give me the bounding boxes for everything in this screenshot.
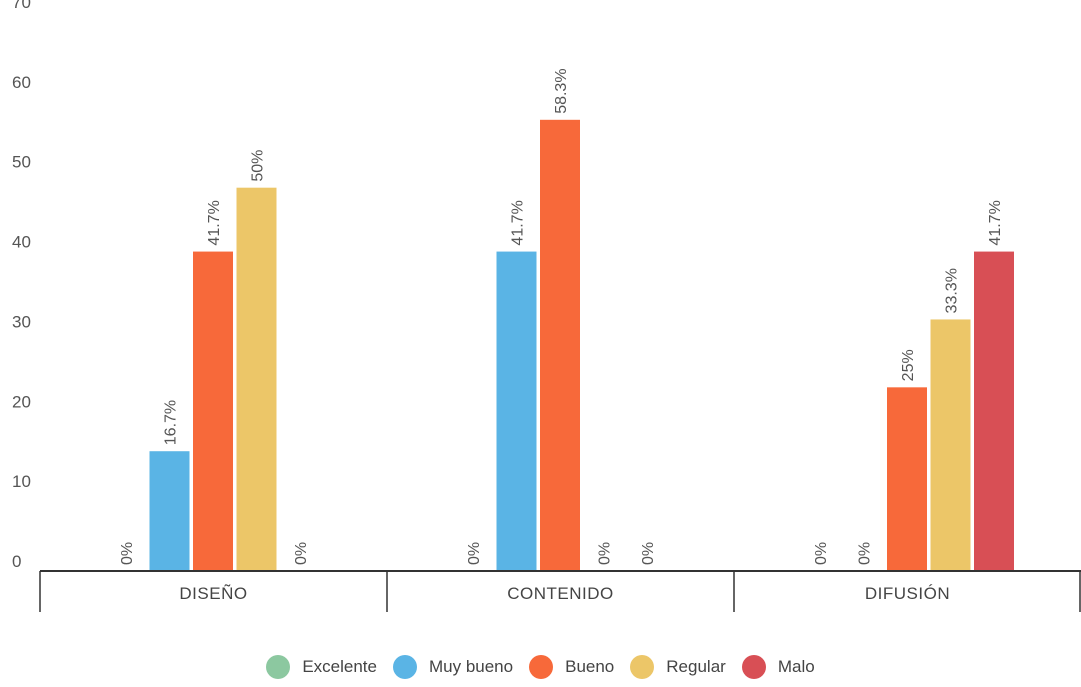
legend-swatch	[741, 655, 766, 679]
bar	[540, 119, 580, 572]
legend-item: Excelente	[266, 655, 377, 679]
bar-chart: 0 10 20 30 40 50 60 70 0% 16.7% 41.7% 50% 0% 0% 41.7%…	[12, 0, 1081, 612]
bar	[193, 251, 233, 572]
legend-item: Malo	[741, 655, 815, 679]
y-tick-label: 60	[12, 73, 31, 92]
bar	[496, 251, 537, 572]
bars	[149, 119, 1014, 572]
legend-item: Muy bueno	[392, 655, 514, 679]
y-axis: 0 10 20 30 40 50 60 70	[12, 0, 31, 571]
legend-label: Bueno	[565, 657, 615, 676]
data-label: 58.3%	[553, 68, 570, 113]
data-label: 0%	[466, 542, 483, 565]
bar	[236, 187, 277, 571]
legend-item: Bueno	[529, 655, 614, 679]
legend-label: Muy bueno	[428, 657, 514, 676]
y-tick-label: 20	[12, 392, 31, 411]
y-tick-label: 50	[12, 153, 31, 172]
data-label: 41.7%	[510, 200, 527, 245]
legend-item: Regular	[630, 655, 726, 679]
legend-label: Excelente	[302, 657, 377, 676]
legend-label: Malo	[777, 657, 815, 676]
x-axis: DISEÑO CONTENIDO DIFUSIÓN	[179, 584, 950, 603]
bar	[887, 387, 927, 571]
legend-swatch	[266, 655, 291, 679]
legend-label: Regular	[666, 657, 726, 676]
legend-swatch	[392, 655, 417, 679]
data-label: 0%	[857, 542, 874, 565]
data-label: 41.7%	[206, 200, 223, 245]
y-tick-label: 10	[12, 472, 31, 491]
data-label: 16.7%	[163, 400, 180, 445]
data-label: 0%	[597, 542, 614, 565]
bar	[149, 451, 190, 571]
legend-swatch	[630, 655, 655, 679]
bar	[930, 319, 971, 571]
category-label: CONTENIDO	[507, 584, 614, 603]
data-label: 0%	[640, 542, 657, 565]
data-label: 0%	[813, 542, 830, 565]
data-label: 33.3%	[944, 268, 961, 313]
data-label: 50%	[250, 150, 267, 182]
data-label: 0%	[119, 542, 136, 565]
data-labels: 0% 16.7% 41.7% 50% 0% 0% 41.7% 58.3% 0% 0% 0% 0% 25%…	[119, 68, 1004, 565]
y-tick-label: 0	[12, 552, 21, 571]
category-separators	[39, 571, 1081, 612]
category-label: DISEÑO	[179, 584, 247, 603]
y-tick-label: 70	[12, 0, 31, 12]
category-label: DIFUSIÓN	[865, 584, 950, 603]
y-tick-label: 30	[12, 312, 31, 331]
bar	[974, 251, 1014, 572]
y-tick-label: 40	[12, 233, 31, 252]
data-label: 25%	[900, 349, 917, 381]
legend-swatch	[529, 655, 554, 679]
legend: Excelente Muy bueno Bueno Regular Malo	[0, 652, 1081, 682]
data-label: 41.7%	[987, 200, 1004, 245]
data-label: 0%	[293, 542, 310, 565]
